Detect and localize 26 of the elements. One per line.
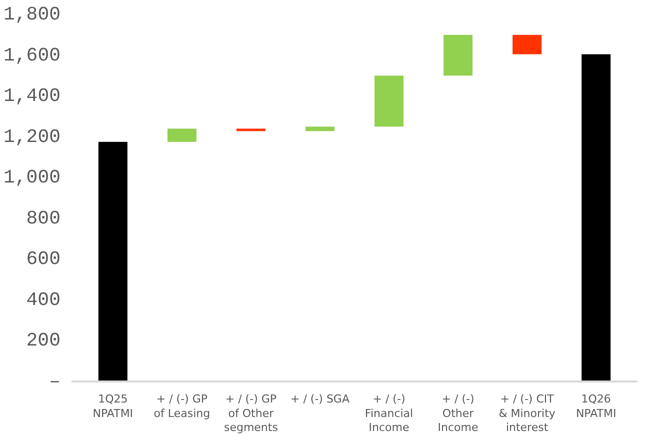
x-tick-label: 1Q25 NPATMI — [92, 392, 134, 420]
x-tick-label: + / (-) SGA — [290, 392, 350, 406]
y-tick-label: 1,600 — [3, 44, 61, 66]
x-tick-label: + / (-) GP of Other segments — [224, 392, 278, 434]
bar — [98, 142, 128, 382]
y-tick-label: 1,000 — [3, 166, 61, 189]
bar — [582, 54, 611, 382]
bar — [167, 128, 196, 142]
bar — [374, 76, 404, 127]
x-tick-label: + / (-) CIT & Minority interest — [498, 392, 556, 434]
y-tick-label: 200 — [26, 330, 61, 352]
bar — [444, 34, 473, 76]
x-tick-label: + / (-) GP of Leasing — [154, 392, 210, 420]
y-tick-label: 800 — [26, 207, 61, 230]
y-tick-label: 400 — [26, 288, 61, 311]
y-tick-label: 1,400 — [3, 85, 61, 108]
y-tick-label: 600 — [26, 248, 61, 270]
x-tick-label: + / (-) Other Income — [438, 392, 479, 434]
bar — [512, 34, 542, 54]
y-tick-label: – — [49, 370, 61, 392]
bar — [236, 128, 266, 132]
y-tick-label: 1,800 — [3, 4, 61, 26]
y-tick-label: 1,200 — [3, 126, 61, 148]
x-tick-label: + / (-) Financial Income — [364, 392, 414, 434]
bar — [305, 126, 334, 132]
x-tick-label: 1Q26 NPATMI — [576, 392, 616, 420]
